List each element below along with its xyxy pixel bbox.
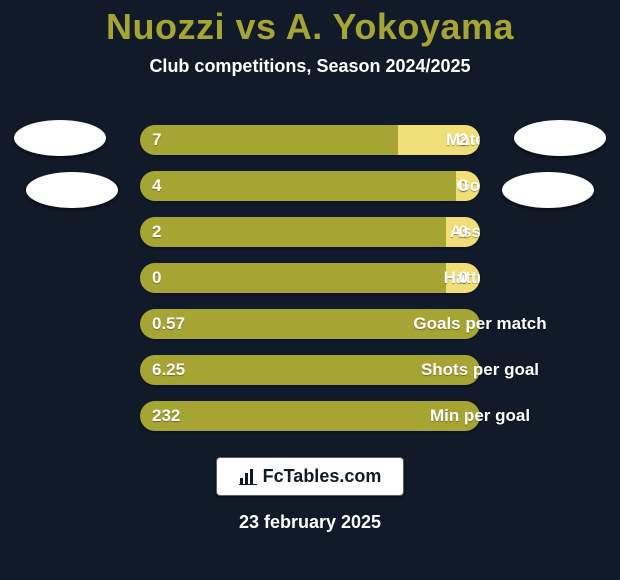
stat-right-value: 0 <box>459 171 468 201</box>
stats-rows: 7 Matches 2 4 Goals 0 2 Assists 0 <box>0 117 620 439</box>
page-title: Nuozzi vs A. Yokoyama <box>0 0 620 48</box>
stat-right-value: 0 <box>459 217 468 247</box>
stat-left-value: 2 <box>152 217 161 247</box>
source-badge-text: FcTables.com <box>263 466 382 486</box>
stat-bar-single: 232 Min per goal <box>140 401 480 431</box>
stat-bar-single: 6.25 Shots per goal <box>140 355 480 385</box>
stat-bar: 4 Goals 0 <box>140 171 480 201</box>
stat-right-value: 2 <box>459 125 468 155</box>
stat-left-value: 7 <box>152 125 161 155</box>
stat-label: Shots per goal <box>310 355 620 385</box>
stat-label: Goals per match <box>310 309 620 339</box>
stat-single-value: 0.57 <box>152 309 185 339</box>
stat-bar: 2 Assists 0 <box>140 217 480 247</box>
stat-row: 7 Matches 2 <box>0 117 620 163</box>
stat-row-single: 6.25 Shots per goal <box>0 347 620 393</box>
stat-bar-single: 0.57 Goals per match <box>140 309 480 339</box>
footer-date: 23 february 2025 <box>0 512 620 533</box>
stat-row: 2 Assists 0 <box>0 209 620 255</box>
stat-label: Hattricks <box>310 263 480 293</box>
stat-label: Matches <box>310 125 480 155</box>
stat-row-single: 0.57 Goals per match <box>0 301 620 347</box>
stat-bar: 0 Hattricks 0 <box>140 263 480 293</box>
stat-label: Min per goal <box>310 401 620 431</box>
source-badge[interactable]: FcTables.com <box>216 457 405 496</box>
stat-right-value: 0 <box>459 263 468 293</box>
bar-chart-icon <box>239 469 257 485</box>
page-subtitle: Club competitions, Season 2024/2025 <box>0 56 620 77</box>
stat-left-value: 4 <box>152 171 161 201</box>
stat-single-value: 6.25 <box>152 355 185 385</box>
stat-label: Goals <box>310 171 480 201</box>
stat-left-value: 0 <box>152 263 161 293</box>
stat-row: 0 Hattricks 0 <box>0 255 620 301</box>
stat-label: Assists <box>310 217 480 247</box>
stat-row-single: 232 Min per goal <box>0 393 620 439</box>
stat-bar: 7 Matches 2 <box>140 125 480 155</box>
stat-single-value: 232 <box>152 401 180 431</box>
stat-row: 4 Goals 0 <box>0 163 620 209</box>
comparison-card: Nuozzi vs A. Yokoyama Club competitions,… <box>0 0 620 580</box>
